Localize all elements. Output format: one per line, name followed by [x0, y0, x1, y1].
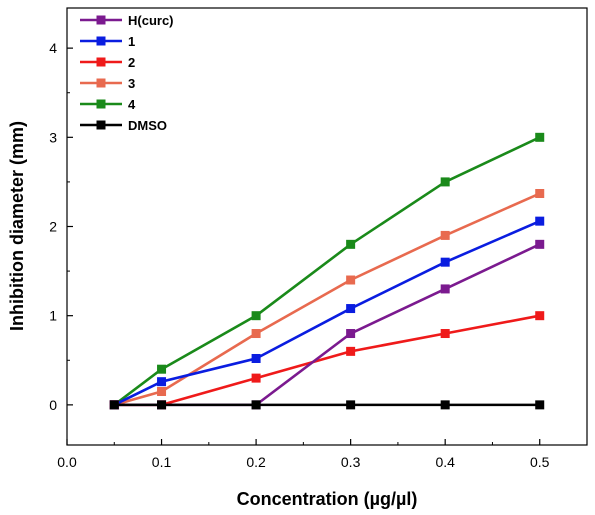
legend-swatch-marker [96, 99, 106, 109]
x-tick-label: 0.0 [57, 454, 77, 470]
data-point [346, 329, 356, 339]
data-point [157, 377, 167, 387]
legend-item: 1 [80, 34, 135, 49]
legend-swatch-marker [96, 78, 106, 88]
legend-swatch-marker [96, 57, 106, 67]
data-point [346, 400, 356, 410]
legend-item: H(curc) [80, 13, 174, 28]
data-point [157, 386, 167, 396]
legend-label: 4 [128, 97, 136, 112]
data-point [109, 400, 119, 410]
x-tick-label: 0.2 [246, 454, 266, 470]
series-1 [109, 216, 545, 410]
data-point [535, 132, 545, 142]
data-point [251, 329, 261, 339]
series-lines [109, 132, 545, 410]
data-point [157, 364, 167, 374]
legend-label: DMSO [128, 118, 167, 133]
data-point [157, 400, 167, 410]
x-axis-title: Concentration (µg/µl) [237, 489, 418, 509]
x-tick-label: 0.4 [435, 454, 455, 470]
data-point [535, 400, 545, 410]
legend-label: 1 [128, 34, 135, 49]
data-point [535, 239, 545, 249]
data-point [346, 275, 356, 285]
series-4 [109, 132, 545, 410]
y-tick-label: 0 [49, 397, 57, 413]
data-point [440, 257, 450, 267]
data-point [440, 284, 450, 294]
data-point [535, 216, 545, 226]
y-tick-label: 3 [49, 129, 57, 145]
data-point [251, 373, 261, 383]
data-point [535, 311, 545, 321]
data-point [440, 177, 450, 187]
y-axis-title: Inhibition diameter (mm) [7, 121, 27, 331]
series-line [113, 192, 541, 407]
data-point [251, 400, 261, 410]
data-point [251, 311, 261, 321]
legend-swatch-marker [96, 36, 106, 46]
data-point [440, 230, 450, 240]
series-line [113, 219, 541, 407]
axis-ticks: 0.0 0.1 0.2 0.3 0.4 0.5 0 1 2 3 4 [49, 40, 549, 470]
x-tick-label: 0.5 [530, 454, 550, 470]
legend-item: 2 [80, 55, 135, 70]
x-tick-label: 0.3 [341, 454, 361, 470]
plot-frame [66, 7, 588, 446]
x-tick-label: 0.1 [152, 454, 172, 470]
legend-item: 4 [80, 97, 136, 112]
data-point [346, 239, 356, 249]
series-3 [109, 189, 545, 410]
legend-label: 2 [128, 55, 135, 70]
data-point [440, 400, 450, 410]
series-5 [109, 400, 545, 410]
legend-item: 3 [80, 76, 135, 91]
legend-swatch-marker [96, 120, 106, 130]
legend-label: H(curc) [128, 13, 174, 28]
series-line [113, 136, 541, 406]
data-point [440, 329, 450, 339]
data-point [535, 189, 545, 199]
data-point [346, 304, 356, 314]
data-point [251, 353, 261, 363]
y-tick-label: 2 [49, 219, 57, 235]
legend-label: 3 [128, 76, 135, 91]
legend: H(curc) 1 2 3 4 DMSO [80, 13, 174, 133]
legend-item: DMSO [80, 118, 167, 133]
data-point [346, 346, 356, 356]
y-tick-label: 1 [49, 308, 57, 324]
y-tick-label: 4 [49, 40, 57, 56]
legend-swatch-marker [96, 15, 106, 25]
